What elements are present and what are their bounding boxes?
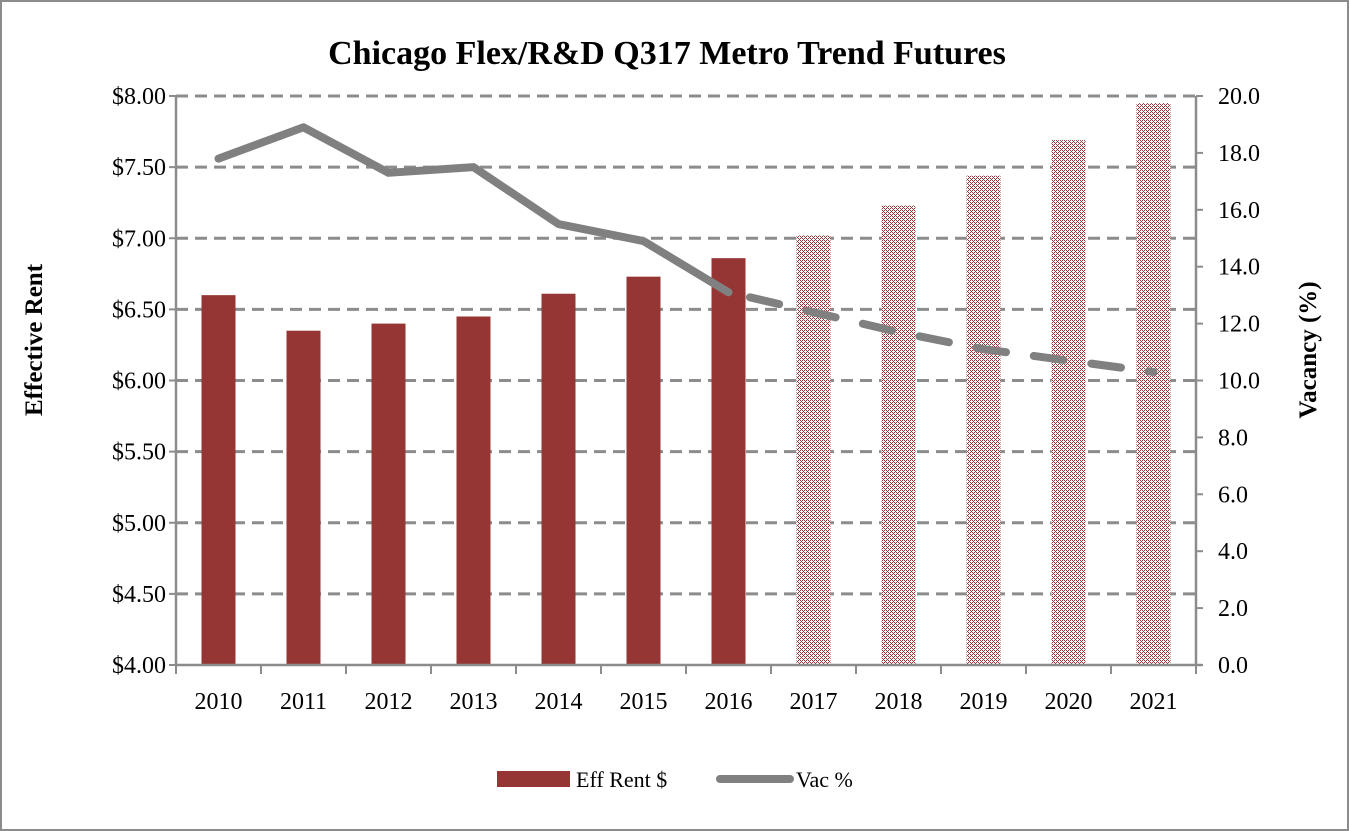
x-tick-label: 2011 — [280, 689, 327, 715]
bar-2015 — [626, 276, 661, 665]
y-tick-label: $6.00 — [112, 369, 166, 395]
bar-2010 — [201, 295, 236, 665]
y2-tick-label: 0.0 — [1218, 653, 1248, 679]
x-tick-label: 2019 — [960, 689, 1008, 715]
y-tick-label: $4.00 — [112, 653, 166, 679]
y-tick-label: $5.50 — [112, 440, 166, 466]
legend-label-eff-rent: Eff Rent $ — [576, 767, 667, 792]
x-tick-label: 2010 — [195, 689, 243, 715]
bar-2013 — [456, 316, 491, 665]
x-tick-label: 2016 — [705, 689, 753, 715]
x-tick-label: 2020 — [1045, 689, 1093, 715]
y2-tick-label: 14.0 — [1218, 255, 1260, 281]
bar-2018 — [881, 205, 916, 665]
y-tick-labels: $4.00 $4.50 $5.00 $5.50 $6.00 $6.50 $7.00 $7.50… — [112, 84, 166, 679]
gridlines — [176, 94, 1196, 596]
y2-tick-label: 10.0 — [1218, 369, 1260, 395]
chart-title: Chicago Flex/R&D Q317 Metro Trend Future… — [328, 35, 1006, 72]
y2-tick-label: 6.0 — [1218, 482, 1248, 508]
y-axis-title: Effective Rent — [21, 263, 48, 416]
vacancy-line-actual — [214, 123, 733, 297]
y-tick-label: $7.50 — [112, 155, 166, 181]
y2-tick-label: 18.0 — [1218, 141, 1260, 167]
y2-tick-label: 12.0 — [1218, 312, 1260, 338]
legend-label-vac: Vac % — [796, 767, 853, 792]
y-tick-label: $7.00 — [112, 226, 166, 252]
legend-swatch-eff-rent — [497, 771, 570, 787]
bar-2012 — [371, 323, 406, 665]
bars — [201, 103, 1171, 666]
y-tick-label: $8.00 — [112, 84, 166, 110]
bar-2017 — [796, 235, 831, 665]
x-tick-label: 2013 — [450, 689, 498, 715]
legend: Eff Rent $ Vac % — [497, 767, 853, 792]
bar-2016 — [711, 258, 746, 665]
y2-tick-label: 20.0 — [1218, 84, 1260, 110]
x-tick-label: 2014 — [535, 689, 583, 715]
x-tick-label: 2021 — [1130, 689, 1178, 715]
x-tick-label: 2012 — [365, 689, 413, 715]
x-tick-label: 2017 — [790, 689, 838, 715]
bar-2019 — [966, 175, 1001, 665]
y-tick-label: $5.00 — [112, 511, 166, 537]
y2-tick-label: 2.0 — [1218, 596, 1248, 622]
vacancy-line — [214, 123, 1158, 376]
y-tick-label: $6.50 — [112, 297, 166, 323]
y2-tick-label: 16.0 — [1218, 198, 1260, 224]
x-tick-label: 2018 — [875, 689, 923, 715]
bar-2020 — [1051, 140, 1086, 665]
axes — [169, 95, 1203, 674]
y2-axis-title: Vacancy (%) — [1295, 281, 1322, 418]
y2-tick-label: 4.0 — [1218, 539, 1248, 565]
y2-tick-labels: 0.0 2.0 4.0 6.0 8.0 10.0 12.0 14.0 16.0 18.0 20.0 — [1218, 84, 1260, 679]
vacancy-line-forecast — [724, 288, 1158, 376]
x-tick-label: 2015 — [620, 689, 668, 715]
x-tick-labels: 2010 2011 2012 2013 2014 2015 2016 2017 2018 2019… — [195, 689, 1178, 715]
bar-2021 — [1136, 103, 1171, 666]
y-tick-label: $4.50 — [112, 582, 166, 608]
bar-2011 — [286, 330, 321, 665]
y2-tick-label: 8.0 — [1218, 425, 1248, 451]
bar-2014 — [541, 293, 576, 665]
